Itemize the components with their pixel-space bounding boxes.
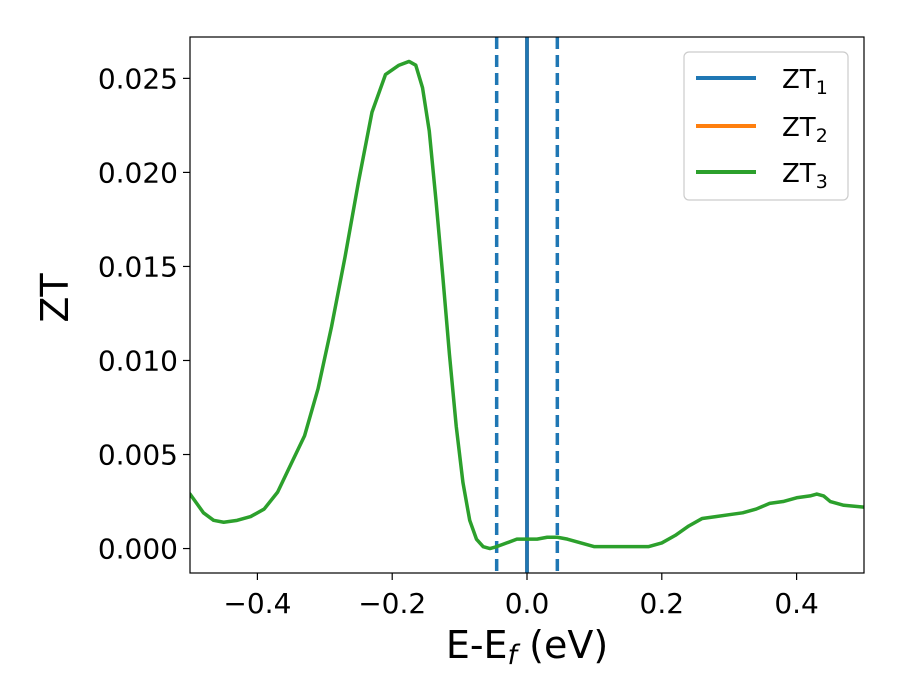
legend: ZT1 ZT2 ZT3	[683, 51, 849, 201]
x-axis: −0.4 −0.2 0.0 0.2 0.4	[223, 573, 819, 620]
legend-label-zt2: ZT2	[782, 113, 828, 147]
y-tick-label: 0.020	[98, 156, 178, 189]
reference-lines	[494, 37, 560, 573]
series-line-zt3	[190, 59, 864, 551]
legend-box	[683, 51, 849, 201]
y-tick-label: 0.010	[98, 344, 178, 377]
x-axis-label-main: E-E	[446, 623, 508, 667]
x-tick-label: 0.0	[505, 587, 550, 620]
x-axis-label: E-Ef (eV)	[446, 623, 608, 671]
legend-entry-zt1: ZT1	[696, 65, 828, 99]
y-tick-label: 0.015	[98, 250, 178, 283]
x-tick-label: −0.4	[223, 587, 291, 620]
y-tick-label: 0.025	[98, 62, 178, 95]
y-tick-label: 0.000	[98, 533, 178, 566]
x-tick-label: 0.2	[640, 587, 685, 620]
legend-label-zt1: ZT1	[782, 65, 828, 99]
legend-entry-zt2: ZT2	[696, 113, 828, 147]
legend-label-zt3: ZT3	[782, 159, 828, 193]
y-axis-label: ZT	[33, 273, 77, 323]
x-tick-label: 0.4	[774, 587, 819, 620]
x-axis-label-unit: (eV)	[517, 623, 608, 667]
legend-entry-zt3: ZT3	[696, 159, 828, 193]
x-tick-label: −0.2	[358, 587, 426, 620]
series-lines	[190, 59, 864, 551]
y-axis: 0.000 0.005 0.010 0.015 0.020 0.025	[98, 62, 190, 566]
y-tick-label: 0.005	[98, 439, 178, 472]
